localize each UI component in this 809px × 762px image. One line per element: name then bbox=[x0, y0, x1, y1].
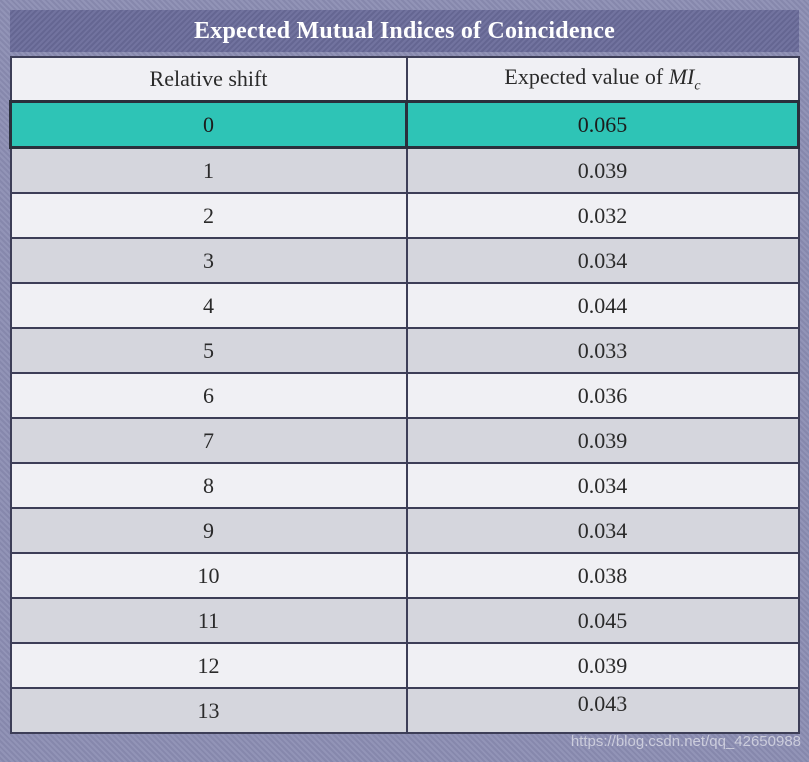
shift-cell: 13 bbox=[9, 687, 408, 734]
shift-cell: 10 bbox=[9, 552, 408, 599]
table-row: 1 0.039 bbox=[9, 146, 800, 194]
value-cell: 0.034 bbox=[405, 507, 800, 554]
shift-cell: 11 bbox=[9, 597, 408, 644]
table-row: 4 0.044 bbox=[9, 282, 800, 329]
value-cell: 0.036 bbox=[405, 372, 800, 419]
table-row: 10 0.038 bbox=[9, 552, 800, 599]
header-row: Relative shift Expected value of MIc bbox=[9, 56, 800, 103]
shift-cell: 2 bbox=[9, 192, 408, 239]
table-title: Expected Mutual Indices of Coincidence bbox=[10, 10, 799, 52]
table-row: 5 0.033 bbox=[9, 327, 800, 374]
mutual-indices-table: Relative shift Expected value of MIc 0 0… bbox=[9, 56, 800, 734]
shift-cell: 5 bbox=[9, 327, 408, 374]
value-cell: 0.038 bbox=[405, 552, 800, 599]
shift-cell: 1 bbox=[9, 146, 408, 194]
table-row: 12 0.039 bbox=[9, 642, 800, 689]
table-row: 13 0.043 bbox=[9, 687, 800, 734]
value-cell: 0.043 bbox=[405, 687, 800, 734]
value-cell: 0.032 bbox=[405, 192, 800, 239]
table-row: 2 0.032 bbox=[9, 192, 800, 239]
shift-cell: 0 bbox=[9, 100, 408, 149]
shift-cell: 12 bbox=[9, 642, 408, 689]
table-row: 7 0.039 bbox=[9, 417, 800, 464]
shift-cell: 8 bbox=[9, 462, 408, 509]
mi-subscript: c bbox=[694, 78, 701, 94]
table-row: 8 0.034 bbox=[9, 462, 800, 509]
table-row-highlighted: 0 0.065 bbox=[9, 100, 800, 149]
value-cell: 0.039 bbox=[405, 642, 800, 689]
shift-cell: 7 bbox=[9, 417, 408, 464]
table-row: 11 0.045 bbox=[9, 597, 800, 644]
value-cell: 0.034 bbox=[405, 237, 800, 284]
table-row: 3 0.034 bbox=[9, 237, 800, 284]
value-cell: 0.044 bbox=[405, 282, 800, 329]
table-row: 6 0.036 bbox=[9, 372, 800, 419]
value-cell: 0.039 bbox=[405, 146, 800, 194]
value-cell: 0.065 bbox=[405, 100, 800, 149]
value-cell: 0.033 bbox=[405, 327, 800, 374]
value-cell: 0.045 bbox=[405, 597, 800, 644]
shift-cell: 3 bbox=[9, 237, 408, 284]
mi-letters: MI bbox=[668, 63, 695, 89]
header-relative-shift: Relative shift bbox=[9, 56, 408, 103]
header-expected-value-prefix: Expected value of bbox=[504, 63, 669, 89]
mi-symbol: MIc bbox=[668, 63, 701, 93]
shift-cell: 4 bbox=[9, 282, 408, 329]
watermark-text: https://blog.csdn.net/qq_42650988 bbox=[570, 733, 801, 750]
header-expected-value: Expected value of MIc bbox=[405, 56, 800, 103]
table-row: 9 0.034 bbox=[9, 507, 800, 554]
value-text: 0.043 bbox=[577, 690, 628, 716]
value-cell: 0.034 bbox=[405, 462, 800, 509]
shift-cell: 9 bbox=[9, 507, 408, 554]
shift-cell: 6 bbox=[9, 372, 408, 419]
value-cell: 0.039 bbox=[405, 417, 800, 464]
